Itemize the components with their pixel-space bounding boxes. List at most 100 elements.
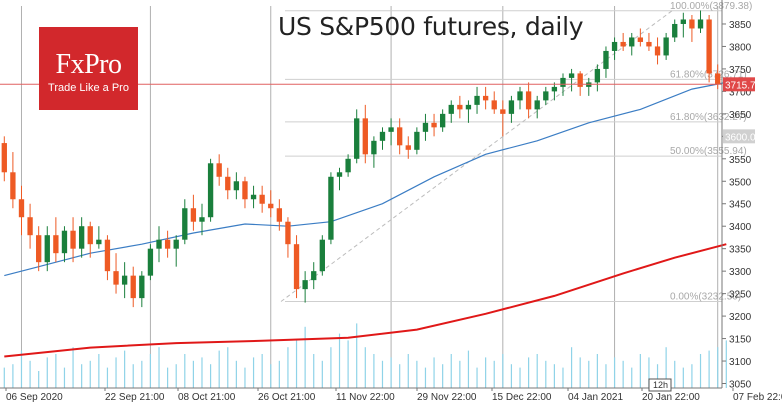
candle-body [551,86,558,92]
candle-body [302,280,308,290]
time-tick-label: 26 Oct 21:00 [258,392,316,403]
candle-body [216,163,222,177]
candle-body [36,235,42,263]
time-tick-label: 04 Jan 2021 [568,392,623,403]
time-tick-label: 15 Dec 22:00 [492,392,552,403]
price-tick-label: 3850 [729,20,752,31]
candle-body [182,208,188,240]
logo-name: FxPro [55,49,122,80]
candle-body [577,73,583,87]
candle-body [147,248,154,276]
candle-body [96,239,102,245]
price-tick-label: 3100 [729,357,752,368]
fib-level-label: 100.00%(3879.38) [670,1,752,12]
price-tick-label: 3400 [729,222,752,233]
candle-body [250,194,257,200]
candle-body [646,41,652,47]
candle-body [328,176,334,240]
time-tick-label: 11 Nov 22:00 [336,392,395,403]
candle-body [560,77,566,87]
logo-tagline: Trade Like a Pro [48,82,129,94]
candle-body [276,208,283,222]
fib-level-label: 61.80%(3632.27) [670,112,747,123]
candle-body [53,235,59,254]
candle-body [637,37,644,42]
price-tick-label: 3650 [729,110,752,121]
candle-body [491,100,497,110]
candle-body [439,113,446,128]
price-tick-label: 3350 [729,245,752,256]
ma-slow-line [4,243,727,358]
candle-body [422,122,429,132]
candle-body [706,19,712,74]
candle-body [397,127,403,146]
candle-body [104,239,111,272]
candle-body [448,104,454,114]
candle-body [18,199,25,218]
candle-body [285,221,291,245]
candle-body [465,104,472,110]
candle-body [654,46,661,56]
candle-body [697,19,704,29]
candle-body [543,91,549,101]
candle-body [156,239,162,249]
candle-body [388,127,394,132]
ma-fast-line [4,81,727,277]
fib-level-label: 50.00%(3555.94) [670,146,747,157]
candle-body [139,275,145,299]
candle-body [474,95,480,105]
candle-body [173,239,179,249]
candle-body [500,109,506,114]
candle-body [594,68,601,83]
candle-body [482,95,489,101]
candle-body [414,131,420,150]
price-tick-label: 3150 [729,335,752,346]
candle-body [207,163,214,218]
last-price-tag-bg [723,77,755,92]
candle-body [113,271,119,285]
candle-body [603,50,609,69]
time-tick-label: 22 Sep 21:00 [105,392,165,403]
time-tick-label: 06 Sep 2020 [6,392,63,403]
price-tick-label: 3550 [729,155,752,166]
candle-body [534,100,540,110]
candle-body [199,217,205,222]
candle-body [130,275,136,299]
timeframe-marker-label: 12h [653,380,668,390]
price-tick-label: 3800 [729,42,752,53]
candle-body [336,172,343,177]
candle-body [568,73,575,78]
candle-body [457,104,463,110]
candle-body [620,41,626,47]
price-tick-label: 3050 [729,380,752,391]
candle-body [672,23,678,38]
candle-body [431,122,437,128]
price-tick-label: 3750 [729,65,752,76]
candle-body [663,37,669,56]
candle-body [354,118,360,159]
candle-body [10,172,16,200]
chart-title: US S&P500 futures, daily [278,12,584,41]
price-tick-label: 3200 [729,312,752,323]
candle-body [405,145,411,150]
candle-body [362,118,368,155]
time-tick-label: 08 Oct 21:00 [178,392,236,403]
candle-body [629,37,635,47]
last-price-tag-label: 3715.75 [725,80,762,91]
candle-body [190,208,197,222]
candle-body [311,271,317,281]
candle-body [345,158,351,173]
fib-level-label: 61.80%(3726.71) [670,69,747,80]
candle-body [70,230,76,249]
candle-body [517,91,523,101]
candle-body [1,143,7,173]
candle-body [121,275,128,285]
price-tick-label: 3500 [729,177,752,188]
candle-body [78,226,85,249]
candle-body [371,140,377,155]
time-tick-label: 29 Nov 22:00 [417,392,477,403]
candle-body [259,194,265,204]
candle-body [525,91,532,110]
candle-body [319,239,325,272]
